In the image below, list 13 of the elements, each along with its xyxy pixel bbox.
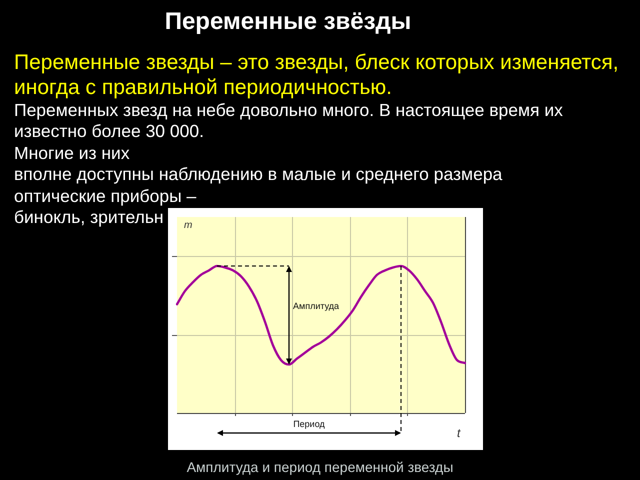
text: бинокль, зрительн bbox=[14, 207, 164, 228]
text: Период bbox=[292, 419, 326, 430]
text: известно более 30 000. bbox=[14, 121, 204, 142]
text: Переменных звезд на небе довольно много. В настоящее время их bbox=[14, 100, 563, 121]
chart-title: Переменные звёзды bbox=[164, 8, 412, 36]
text: Амплитуда и период переменной звезды bbox=[186, 459, 454, 475]
text: оптические приборы – bbox=[14, 186, 196, 207]
chart-subtitle: Переменные звезды – это звезды, блеск которых изменяется, иногда с правильной периодичностью. bbox=[14, 50, 620, 100]
y-axis-title: m bbox=[184, 220, 192, 232]
text: вполне доступны наблюдению в малые и среднего размера bbox=[14, 164, 502, 186]
x-axis-title: t bbox=[457, 426, 460, 440]
annotation: Амплитуда bbox=[293, 301, 340, 312]
text: Многие из них bbox=[14, 142, 130, 164]
